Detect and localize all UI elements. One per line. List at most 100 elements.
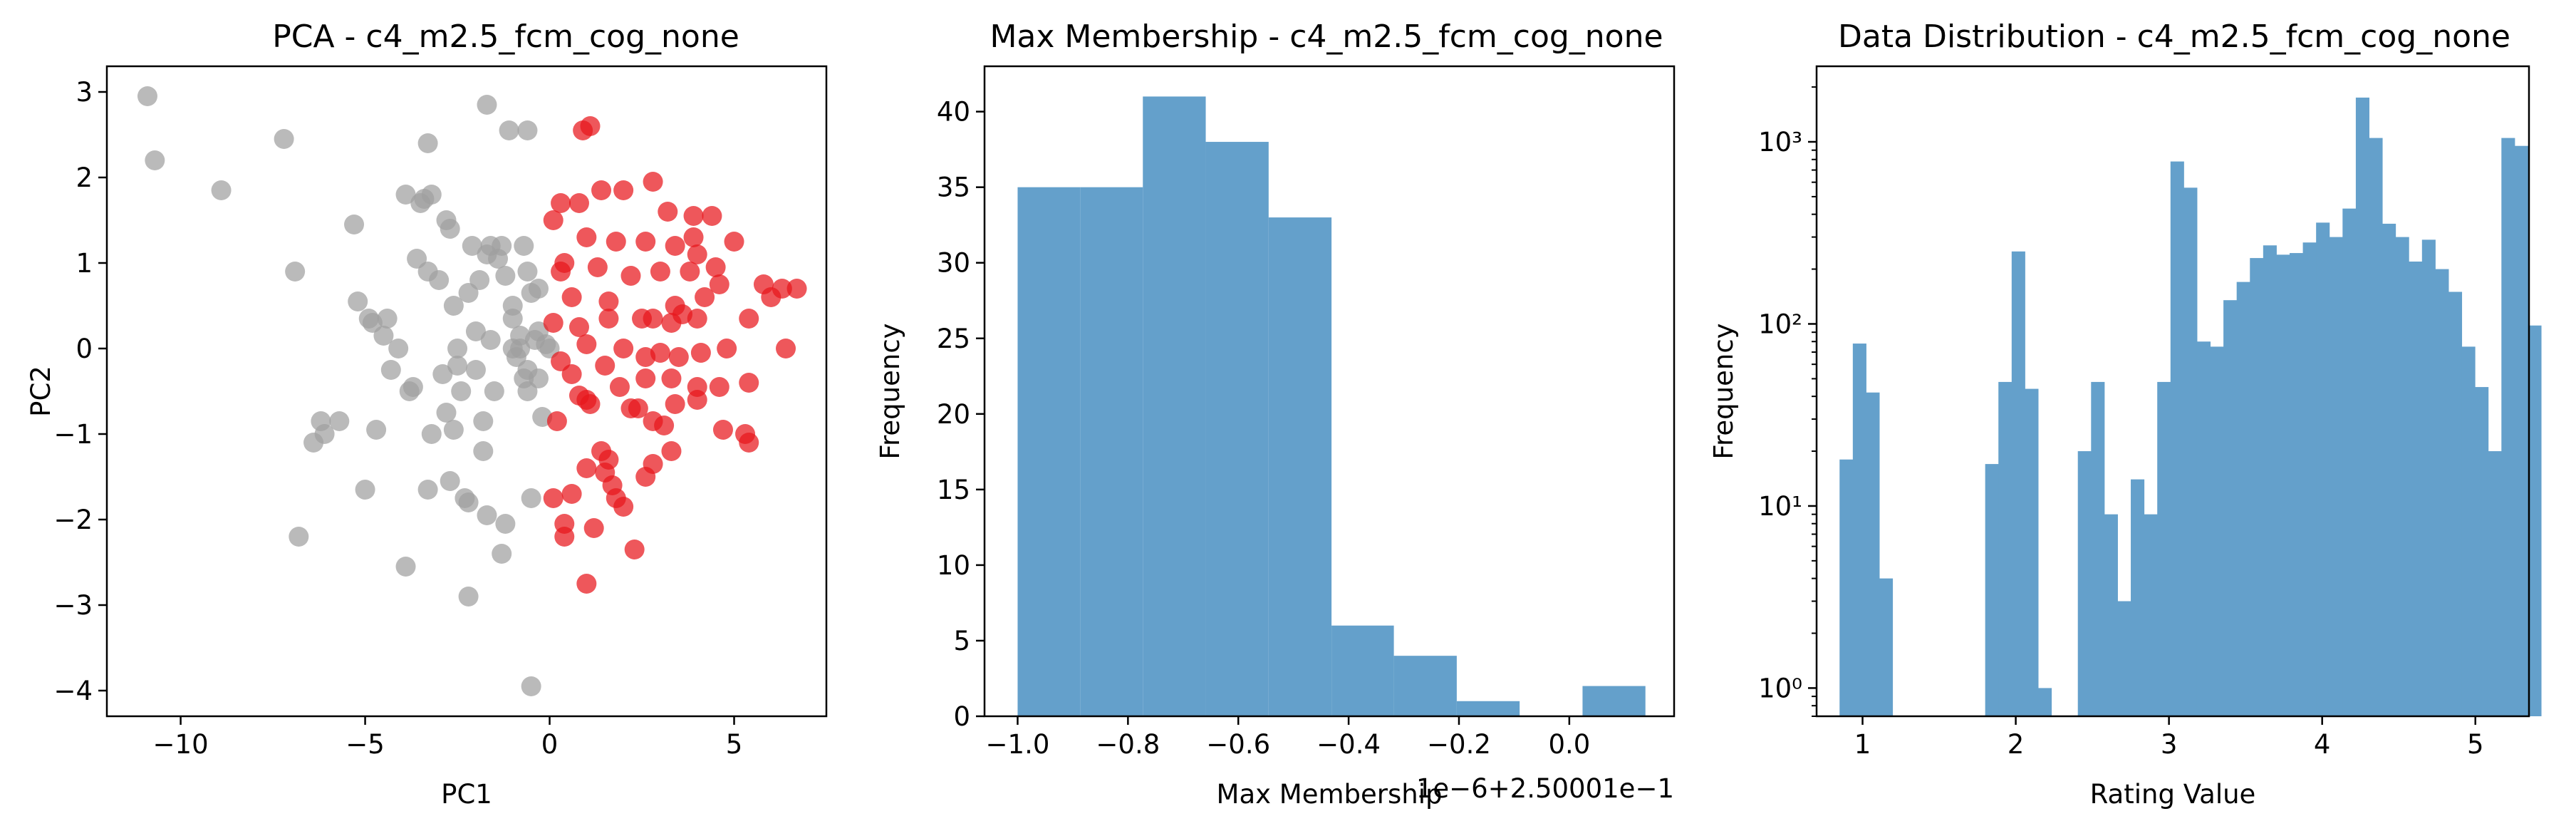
rating-y-label: Frequency (1708, 323, 1739, 459)
membership-title: Max Membership - c4_m2.5_fcm_cog_none (990, 19, 1663, 55)
scatter-point-red (643, 172, 663, 192)
histogram-bar (1998, 381, 2012, 716)
rating-ticks: 1 2 3 4 5 10⁰ 10¹ 10² 10³ (1758, 86, 2484, 760)
scatter-point-red (702, 206, 722, 226)
scatter-point-gray (314, 424, 335, 444)
y-tick-label: −1 (53, 419, 93, 450)
x-tick-label: 2 (2008, 729, 2025, 760)
histogram-bar (2210, 346, 2224, 716)
scatter-point-gray (329, 411, 350, 431)
scatter-point-red (568, 193, 589, 213)
histogram-bar (2448, 291, 2463, 717)
scatter-point-red (658, 202, 678, 222)
scatter-point-gray (465, 321, 486, 341)
scatter-point-gray (137, 86, 157, 106)
scatter-point-red (680, 262, 700, 282)
scatter-point-red (635, 368, 656, 388)
scatter-point-red (561, 287, 582, 307)
scatter-point-red (687, 390, 707, 410)
histogram-bar (2528, 325, 2542, 716)
scatter-point-red (717, 339, 737, 358)
scatter-point-gray (440, 219, 460, 239)
scatter-point-gray (495, 514, 516, 534)
histogram-bar (2276, 254, 2290, 716)
scatter-point-gray (521, 488, 541, 508)
histogram-bar (2091, 381, 2105, 716)
scatter-point-gray (417, 133, 438, 153)
membership-ticks: −1.0 −0.8 −0.6 −0.4 −0.2 0.0 0 5 10 15 20 25 30 35 40 (937, 97, 1590, 760)
scatter-point-gray (469, 270, 490, 290)
scatter-point-gray (477, 505, 497, 525)
scatter-point-gray (477, 95, 497, 115)
y-tick-label: 35 (937, 172, 970, 203)
y-tick-label: 10⁰ (1758, 673, 1802, 703)
scatter-point-gray (443, 296, 464, 316)
scatter-point-red (576, 574, 597, 594)
scatter-point-gray (274, 129, 294, 149)
membership-axes-frame (983, 65, 1676, 718)
scatter-point-red (761, 287, 781, 307)
x-tick-label: −1.0 (986, 729, 1050, 760)
y-tick-label: 10¹ (1758, 491, 1802, 522)
histogram-bar (2223, 300, 2238, 716)
histogram-bar (2488, 451, 2502, 716)
scatter-point-red (546, 411, 567, 431)
y-tick-label: 15 (937, 475, 970, 505)
histogram-bar (2302, 242, 2317, 716)
scatter-point-red (587, 257, 608, 277)
scatter-point-gray (366, 420, 387, 440)
scatter-point-red (598, 309, 619, 329)
scatter-point-gray (517, 262, 538, 282)
scatter-point-gray (492, 544, 512, 564)
scatter-point-gray (417, 480, 438, 500)
scatter-point-red (576, 458, 597, 478)
histogram-bar (2329, 237, 2343, 716)
y-tick-label: 20 (937, 399, 970, 430)
x-tick-label: −10 (153, 729, 209, 760)
scatter-point-red (786, 279, 807, 299)
x-tick-label: −0.2 (1427, 729, 1491, 760)
scatter-point-red (650, 343, 670, 363)
scatter-point-gray (443, 420, 464, 440)
scatter-point-gray (421, 424, 442, 444)
scatter-point-red (551, 262, 571, 282)
scatter-point-red (643, 454, 663, 474)
scatter-point-red (543, 210, 564, 230)
scatter-point-gray (355, 480, 375, 500)
y-tick-label: 0 (953, 701, 970, 732)
y-tick-label: −3 (53, 590, 93, 621)
scatter-point-red (561, 484, 582, 504)
scatter-point-gray (499, 120, 519, 140)
y-tick-label: 10 (937, 550, 970, 581)
scatter-point-gray (458, 587, 479, 607)
rating-histogram-panel: Data Distribution - c4_m2.5_fcm_cog_none… (1708, 19, 2542, 810)
scatter-point-gray (517, 360, 538, 380)
pca-x-label: PC1 (441, 779, 492, 810)
scatter-point-red (643, 309, 663, 329)
scatter-point-gray (495, 266, 516, 286)
histogram-bar (1331, 625, 1394, 716)
scatter-point-red (576, 227, 597, 247)
y-tick-label: 3 (76, 77, 93, 108)
scatter-point-red (776, 339, 796, 358)
scatter-point-red (635, 232, 656, 252)
rating-title: Data Distribution - c4_m2.5_fcm_cog_none (1838, 19, 2510, 55)
y-tick-label: 30 (937, 248, 970, 279)
histogram-bar (2409, 262, 2423, 716)
scatter-point-red (606, 232, 626, 252)
histogram-bar (2501, 138, 2515, 716)
scatter-point-red (654, 416, 675, 435)
scatter-point-gray (211, 180, 232, 200)
scatter-point-red (665, 236, 685, 256)
scatter-point-gray (377, 309, 398, 329)
histogram-bar (2395, 237, 2409, 716)
membership-x-label: Max Membership (1217, 779, 1443, 810)
pca-points (137, 86, 807, 696)
scatter-point-red (613, 180, 634, 200)
scatter-point-gray (517, 120, 538, 140)
histogram-bar (1205, 142, 1269, 716)
scatter-point-gray (432, 364, 453, 384)
scatter-point-red (683, 227, 704, 247)
histogram-bar (2421, 239, 2436, 716)
scatter-point-red (543, 313, 564, 333)
